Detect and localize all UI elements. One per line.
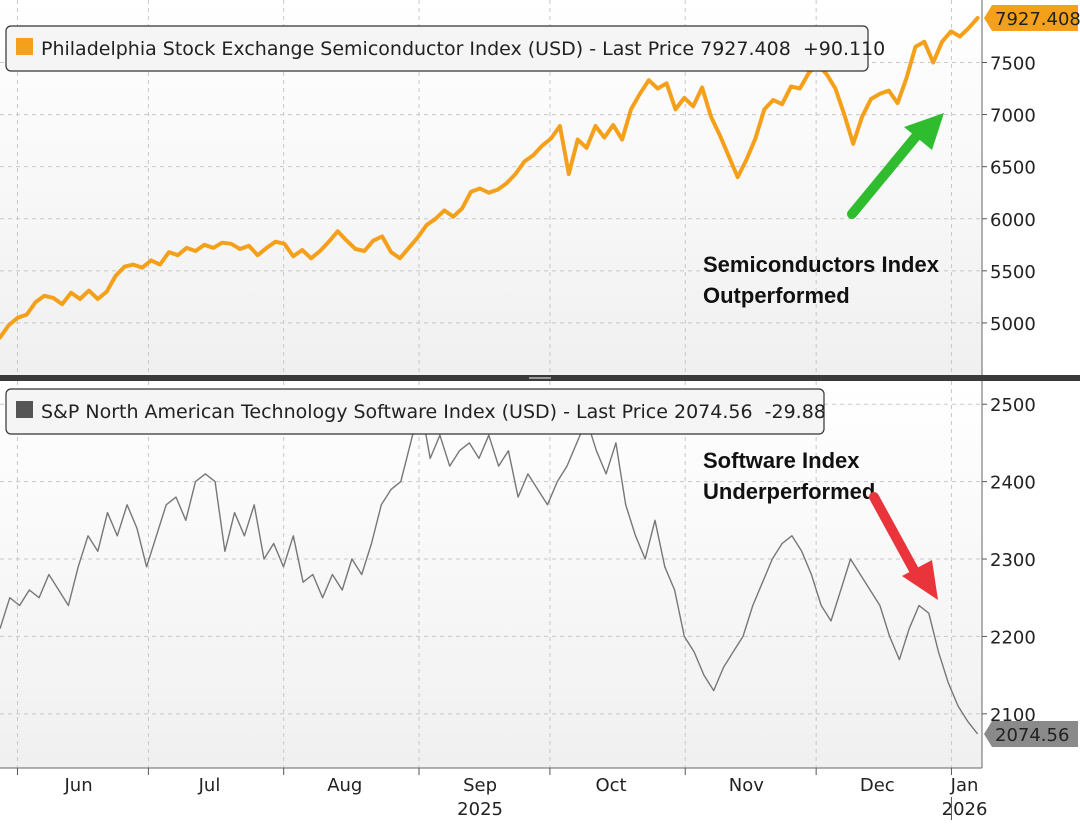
top-y-ticks: 5000 5500 6000 6500 7000 7500	[982, 54, 1036, 335]
software-last-price-value: 2074.56	[995, 725, 1069, 746]
y-tick-label: 6000	[990, 210, 1036, 231]
semiconductor-annotation-line1: Semiconductors Index	[703, 252, 940, 277]
y-tick-label: 5000	[990, 314, 1036, 335]
x-month-label: Jun	[63, 775, 92, 796]
y-tick-label: 2500	[990, 395, 1036, 416]
y-tick-label: 2100	[990, 705, 1036, 726]
x-month-label: Dec	[860, 775, 895, 796]
x-month-label: Nov	[729, 775, 764, 796]
software-legend-label: S&P North American Technology Software I…	[41, 401, 826, 423]
y-tick-label: 7000	[990, 106, 1036, 127]
x-month-label: Jan	[950, 775, 979, 796]
software-last-price-tag: 2074.56	[984, 720, 1078, 747]
semiconductor-last-price-value: 7927.408	[995, 9, 1080, 30]
semiconductor-legend: Philadelphia Stock Exchange Semiconducto…	[5, 25, 885, 72]
semiconductor-legend-swatch	[16, 38, 33, 55]
x-month-label: Oct	[595, 775, 626, 796]
bottom-panel-background	[0, 382, 982, 768]
semiconductor-annotation: Semiconductors Index Outperformed	[703, 113, 944, 308]
y-tick-label: 5500	[990, 262, 1036, 283]
red-down-arrow-icon	[869, 492, 938, 600]
software-series-line	[0, 403, 979, 735]
software-legend-swatch	[16, 401, 33, 418]
y-tick-label: 6500	[990, 158, 1036, 179]
software-annotation: Software Index Underperformed	[703, 448, 938, 600]
bottom-y-ticks: 2100 2200 2300 2400 2500	[982, 395, 1036, 726]
y-tick-label: 2400	[990, 473, 1036, 494]
software-annotation-line2: Underperformed	[703, 479, 875, 504]
y-tick-label: 2300	[990, 550, 1036, 571]
green-up-arrow-icon	[847, 113, 944, 219]
semiconductor-annotation-line2: Outperformed	[703, 283, 850, 308]
x-year-label: 2025	[457, 799, 503, 820]
software-legend-box	[5, 388, 825, 435]
software-legend: S&P North American Technology Software I…	[5, 388, 826, 435]
x-year-label: 2026	[942, 799, 988, 820]
semiconductor-legend-label: Philadelphia Stock Exchange Semiconducto…	[41, 38, 885, 60]
semiconductor-legend-box	[5, 25, 869, 72]
y-tick-label: 2200	[990, 627, 1036, 648]
x-month-label: Sep	[463, 775, 497, 796]
semiconductor-last-price-tag: 7927.408	[984, 5, 1080, 32]
software-annotation-line1: Software Index	[703, 448, 860, 473]
x-axis: Jun Jul Aug Sep Oct Nov Dec Jan 2025 2026	[16, 768, 988, 820]
panel-divider-grip[interactable]	[529, 377, 551, 379]
x-month-label: Jul	[198, 775, 221, 796]
x-month-label: Aug	[327, 775, 362, 796]
y-tick-label: 7500	[990, 54, 1036, 75]
